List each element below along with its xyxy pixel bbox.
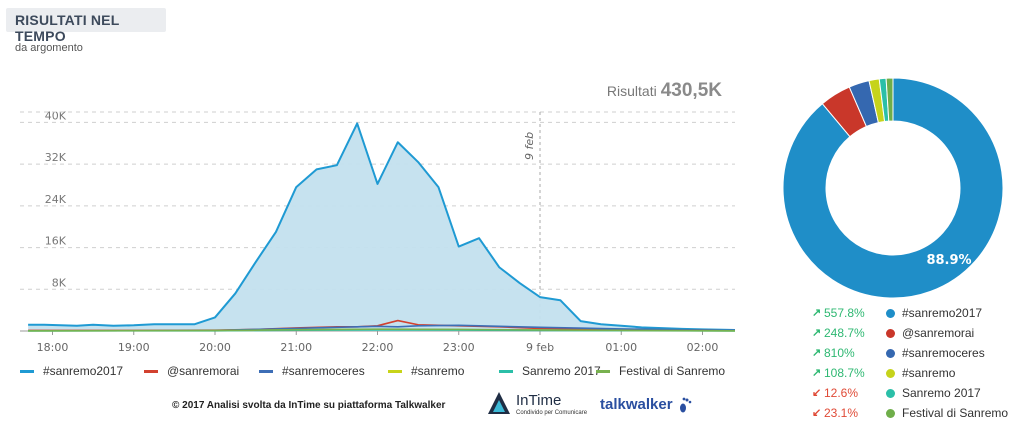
trend-up-icon: ↗ [812, 367, 822, 379]
legend-swatch [499, 370, 513, 374]
legend-item[interactable]: @sanremorai [144, 364, 239, 378]
talkwalker-logo: talkwalker [600, 396, 693, 414]
legend-label: @sanremorai [167, 364, 240, 378]
x-tick-label: 21:00 [280, 341, 312, 354]
series-line-festivaldisanremo[interactable] [28, 328, 736, 332]
x-tick-label: 9 feb [526, 341, 554, 354]
trend-down-icon: ↙ [812, 407, 822, 419]
trend-up-icon: ↗ [812, 327, 822, 339]
legend-dot [886, 309, 895, 318]
legend-dot [886, 349, 895, 358]
intime-name: InTime [516, 392, 562, 409]
donut-slice-sanremo2017[interactable] [782, 77, 1004, 299]
series-area-sanremo2017 [28, 123, 735, 331]
results-summary: Risultati 430,5K [598, 80, 722, 102]
footprint-icon [679, 397, 692, 413]
talkwalker-name: talkwalker [600, 396, 673, 413]
change-percent: 23.1% [824, 406, 859, 420]
pie-legend-label: #sanremo [902, 366, 956, 380]
pie-legend-label: @sanremorai [902, 326, 975, 340]
intime-tagline: Condivido per Comunicare [516, 410, 588, 416]
donut-slice-label: 88.9% [926, 253, 971, 268]
donut-slice-festivaldisanremo[interactable] [885, 77, 894, 122]
legend-swatch [20, 370, 34, 374]
pie-legend-label: Festival di Sanremo [902, 406, 1009, 420]
legend-swatch [259, 370, 273, 374]
intime-logo: InTime Condivido per Comunicare [486, 390, 596, 420]
change-percent: 557.8% [824, 306, 865, 320]
y-tick-label: 32K [45, 151, 67, 164]
y-tick-label: 16K [45, 235, 67, 248]
donut-chart: 88.9% [782, 77, 1004, 299]
intime-logo-icon [488, 392, 510, 414]
legend-dot [886, 369, 895, 378]
x-tick-label: 22:00 [362, 341, 394, 354]
chart-subtitle: da argomento [15, 42, 83, 54]
legend-label: #sanremo [411, 364, 465, 378]
change-percent: 248.7% [824, 326, 865, 340]
trend-up-icon: ↗ [812, 307, 822, 319]
y-tick-label: 8K [52, 276, 67, 289]
x-tick-label: 02:00 [687, 341, 719, 354]
x-tick-label: 20:00 [199, 341, 231, 354]
y-tick-label: 24K [45, 193, 67, 206]
legend-label: #sanremo2017 [43, 364, 124, 378]
legend-swatch [596, 370, 610, 374]
legend-item[interactable]: #sanremo2017 [20, 364, 123, 378]
legend-swatch [144, 370, 158, 374]
title-box: RISULTATI NEL TEMPO [6, 8, 166, 44]
trend-down-icon: ↙ [812, 387, 822, 399]
pie-legend-label: #sanremo2017 [902, 306, 983, 320]
x-tick-label: 01:00 [605, 341, 637, 354]
change-percent: 108.7% [824, 366, 865, 380]
y-tick-label: 40K [45, 109, 67, 122]
footer-credit: © 2017 Analisi svolta da InTime su piatt… [172, 400, 446, 411]
change-percent: 12.6% [824, 386, 859, 400]
trend-up-icon: ↗ [812, 347, 822, 359]
annotation-label: 9 feb [523, 132, 536, 160]
pie-legend-label: #sanremoceres [902, 346, 985, 360]
chart-title: RISULTATI NEL TEMPO [15, 12, 120, 44]
legend-item[interactable]: #sanremo [388, 364, 464, 378]
x-tick-label: 19:00 [118, 341, 150, 354]
legend-label: Festival di Sanremo [619, 364, 726, 378]
legend-label: Sanremo 2017 [522, 364, 601, 378]
x-tick-label: 23:00 [443, 341, 475, 354]
area-chart: 8K 16K 24K 32K 40K 18:00 19:00 20:00 21:00 22:00 2… [20, 109, 736, 354]
legend-dot [886, 389, 895, 398]
series-line-sanremo2017[interactable] [28, 122, 736, 331]
legend-item[interactable]: Festival di Sanremo [596, 364, 725, 378]
pie-legend-label: Sanremo 2017 [902, 386, 981, 400]
x-tick-label: 18:00 [37, 341, 69, 354]
legend-item[interactable]: #sanremoceres [259, 364, 365, 378]
change-percent: 810% [824, 346, 855, 360]
legend-dot [886, 329, 895, 338]
legend-label: #sanremoceres [282, 364, 365, 378]
legend-swatch [388, 370, 402, 374]
legend-dot [886, 409, 895, 418]
results-value: 430,5K [660, 80, 722, 101]
results-label: Risultati [606, 83, 657, 99]
legend-item[interactable]: Sanremo 2017 [499, 364, 601, 378]
